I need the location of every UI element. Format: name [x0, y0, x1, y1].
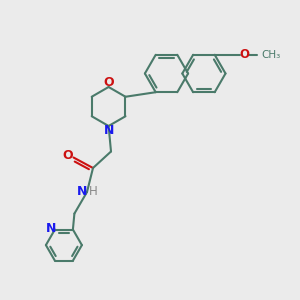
Text: CH₃: CH₃ [261, 50, 280, 60]
Text: N: N [77, 185, 88, 198]
Text: O: O [239, 48, 249, 61]
Text: H: H [89, 185, 98, 198]
Text: O: O [63, 149, 74, 162]
Text: O: O [103, 76, 114, 89]
Text: N: N [46, 222, 56, 235]
Text: N: N [103, 124, 114, 137]
